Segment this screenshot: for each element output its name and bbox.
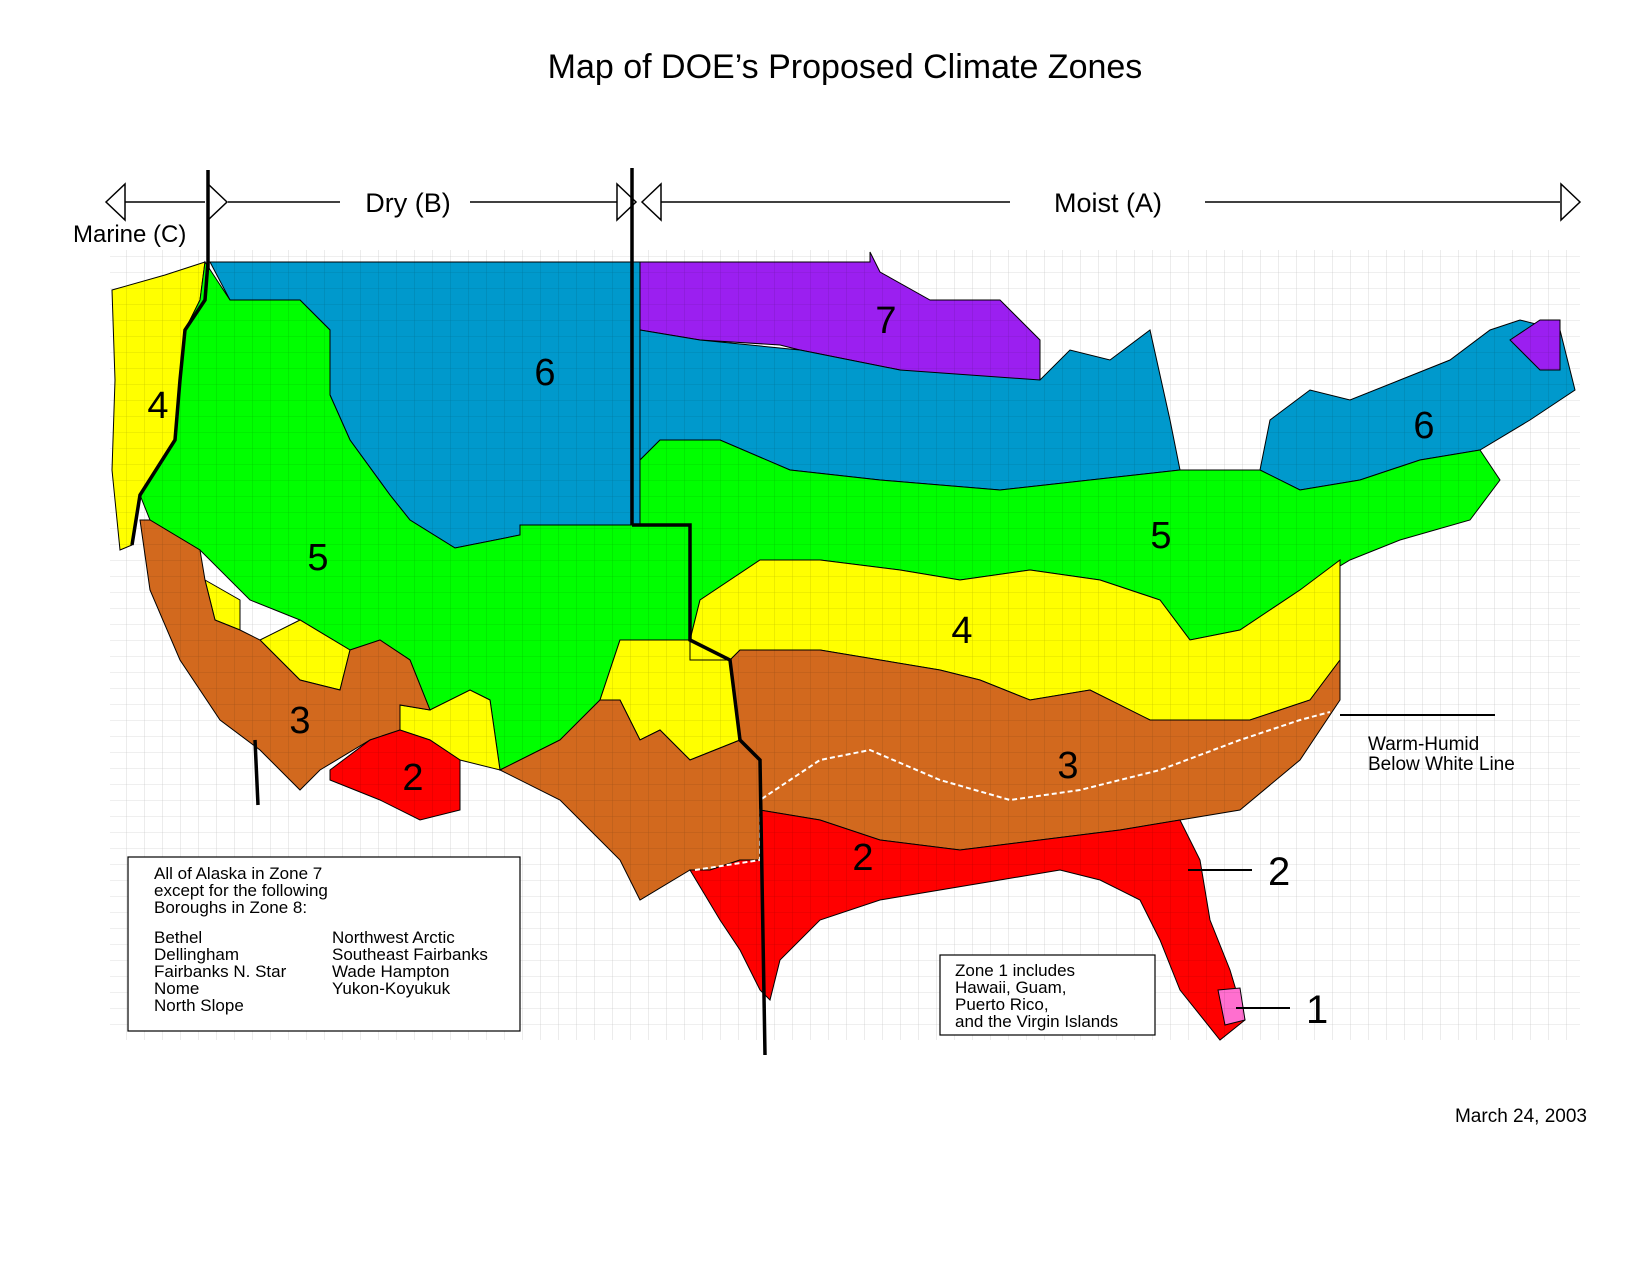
alaska-note-line: All of Alaska in Zone 7 [154,864,322,883]
zone-label: 2 [402,757,423,799]
borough-item: Wade Hampton [332,962,449,981]
zone1-note-box: Zone 1 includes Hawaii, Guam, Puerto Ric… [939,954,1156,1036]
warm-humid-label-line1: Warm-Humid [1368,734,1479,755]
zone-label: 6 [1413,405,1434,447]
zone1-note-line: Hawaii, Guam, [955,978,1066,997]
borough-item: Yukon-Koyukuk [332,979,451,998]
zone-label: 3 [1057,745,1078,787]
zone1-note-line: Zone 1 includes [955,961,1075,980]
zone1-note-line: Puerto Rico, [955,995,1049,1014]
zone-label: 4 [951,610,972,652]
borough-item: Nome [154,979,199,998]
warm-humid-label-line2: Below White Line [1368,754,1515,775]
alaska-note-line: Boroughs in Zone 8: [154,898,307,917]
zone-label: 2 [852,837,873,879]
region-moist-label: Moist (A) [1054,188,1162,218]
borough-item: Southeast Fairbanks [332,945,488,964]
zone1-note-line: and the Virgin Islands [955,1012,1118,1031]
zone-label: 6 [534,352,555,394]
borough-item: Northwest Arctic [332,928,455,947]
region-arrows [104,182,1582,222]
zone2-callout: 2 [1268,850,1290,894]
region-dry-label: Dry (B) [365,188,450,218]
zone-label: 4 [147,385,168,427]
zone1-callout: 1 [1306,988,1328,1032]
alaska-note-box: All of Alaska in Zone 7 except for the f… [127,856,521,1032]
zone-label: 7 [875,300,896,342]
borough-item: Dellingham [154,945,239,964]
zone-label: 5 [307,537,328,579]
borough-item: North Slope [154,996,244,1015]
borough-item: Fairbanks N. Star [154,962,287,981]
region-marine-label: Marine (C) [73,221,186,248]
region-divider-lines [130,168,767,1056]
alaska-note-line: except for the following [154,881,328,900]
map-title: Map of DOE’s Proposed Climate Zones [548,48,1143,86]
zone-label: 3 [289,700,310,742]
map-date: March 24, 2003 [1455,1106,1587,1127]
borough-item: Bethel [154,928,202,947]
zone-label: 5 [1150,515,1171,557]
